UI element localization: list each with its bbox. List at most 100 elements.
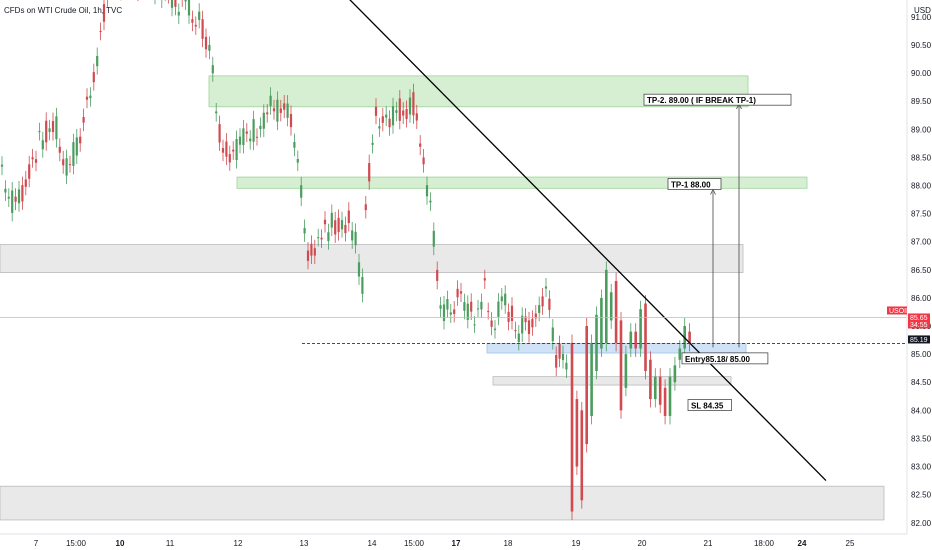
zone-box <box>0 244 744 274</box>
candle <box>500 296 503 302</box>
y-tick-label: 83.50 <box>911 434 932 443</box>
tp1-label-box <box>667 178 722 190</box>
candle <box>466 303 469 320</box>
y-tick-label: 85.00 <box>911 350 932 359</box>
candle <box>0 164 4 167</box>
candle <box>619 320 623 411</box>
candle <box>449 312 452 315</box>
y-tick-label: 87.00 <box>911 238 932 247</box>
candle <box>286 103 289 118</box>
entry-label-box <box>681 352 769 365</box>
candle <box>269 95 272 107</box>
sl-label-text: SL 84.35 <box>691 402 724 411</box>
price-tag <box>887 306 907 315</box>
candle <box>177 11 180 16</box>
candle <box>89 95 92 99</box>
candle <box>198 11 201 20</box>
candles-layer <box>0 0 691 520</box>
candle <box>300 185 303 198</box>
time-axis[interactable]: 7 15:00 10 11 12 13 14 15:00 17 18 19 20 21 18:00 24 25 <box>34 539 855 548</box>
x-tick-label: 19 <box>572 539 581 548</box>
candle <box>96 55 99 67</box>
candle <box>31 157 34 160</box>
sl-label: SL 84.35 <box>687 399 732 411</box>
candle <box>283 103 286 110</box>
candle <box>310 243 313 256</box>
x-tick-label: 12 <box>234 539 243 548</box>
candle <box>184 0 187 2</box>
candle <box>75 137 78 156</box>
candle <box>541 296 544 307</box>
y-tick-label: 82.50 <box>911 491 932 500</box>
y-tick-label: 89.00 <box>911 125 932 134</box>
candle <box>34 159 38 163</box>
candle <box>191 19 194 23</box>
candle <box>408 97 412 115</box>
price-tag-text: 34:55 <box>910 322 928 329</box>
candle <box>92 72 95 83</box>
candle <box>504 293 507 306</box>
candle <box>561 353 565 361</box>
x-tick-label: 15:00 <box>66 539 87 548</box>
candle <box>225 141 228 157</box>
candle <box>215 111 218 114</box>
candle <box>436 269 439 281</box>
x-tick-label: 24 <box>798 539 807 548</box>
candle <box>330 212 333 228</box>
candle <box>21 185 24 202</box>
candle <box>334 220 337 235</box>
candle <box>204 36 208 50</box>
candle <box>470 301 473 312</box>
candle <box>654 376 657 400</box>
candle <box>565 362 568 370</box>
candle <box>340 220 344 230</box>
candle <box>395 110 398 113</box>
y-tick-label: 89.50 <box>911 97 932 106</box>
price-tag <box>908 335 930 344</box>
candle <box>249 138 252 142</box>
y-tick-label: 91.00 <box>911 13 932 22</box>
candle <box>473 324 476 326</box>
candle <box>351 230 354 241</box>
candle <box>590 342 593 416</box>
candle <box>232 149 235 152</box>
candle <box>514 330 517 332</box>
candle <box>388 118 391 128</box>
candle <box>211 65 214 74</box>
x-tick-label: 11 <box>166 539 175 548</box>
candle <box>303 227 306 234</box>
candle <box>624 354 628 388</box>
y-tick-label: 82.00 <box>911 519 932 528</box>
candle <box>538 305 541 313</box>
candle <box>201 19 204 39</box>
x-tick-label: 7 <box>34 539 39 548</box>
y-tick-label: 90.50 <box>911 41 932 50</box>
y-tick-label: 86.50 <box>911 266 932 275</box>
candle <box>235 139 238 161</box>
candle <box>337 217 340 233</box>
candle <box>527 320 531 335</box>
candle <box>99 30 102 32</box>
candle <box>354 231 357 246</box>
candle <box>347 210 350 224</box>
candle <box>41 140 44 150</box>
x-tick-label: 13 <box>300 539 309 548</box>
candle <box>453 309 456 315</box>
price-tag-text: USOIL <box>889 308 910 315</box>
candle <box>238 136 242 145</box>
sl-label-box <box>687 399 732 411</box>
candle <box>634 331 637 349</box>
candle <box>266 112 269 115</box>
candle <box>381 116 384 123</box>
candle <box>649 359 652 400</box>
candle <box>534 313 537 319</box>
candle <box>259 125 262 130</box>
x-tick-label: 14 <box>368 539 377 548</box>
candle <box>551 327 554 342</box>
candle <box>463 302 466 311</box>
candle <box>570 342 574 512</box>
price-axis[interactable]: 91.00 90.50 90.00 89.50 89.00 88.50 88.00 87.50… <box>911 13 932 528</box>
candle <box>327 232 330 242</box>
candle <box>507 311 510 322</box>
